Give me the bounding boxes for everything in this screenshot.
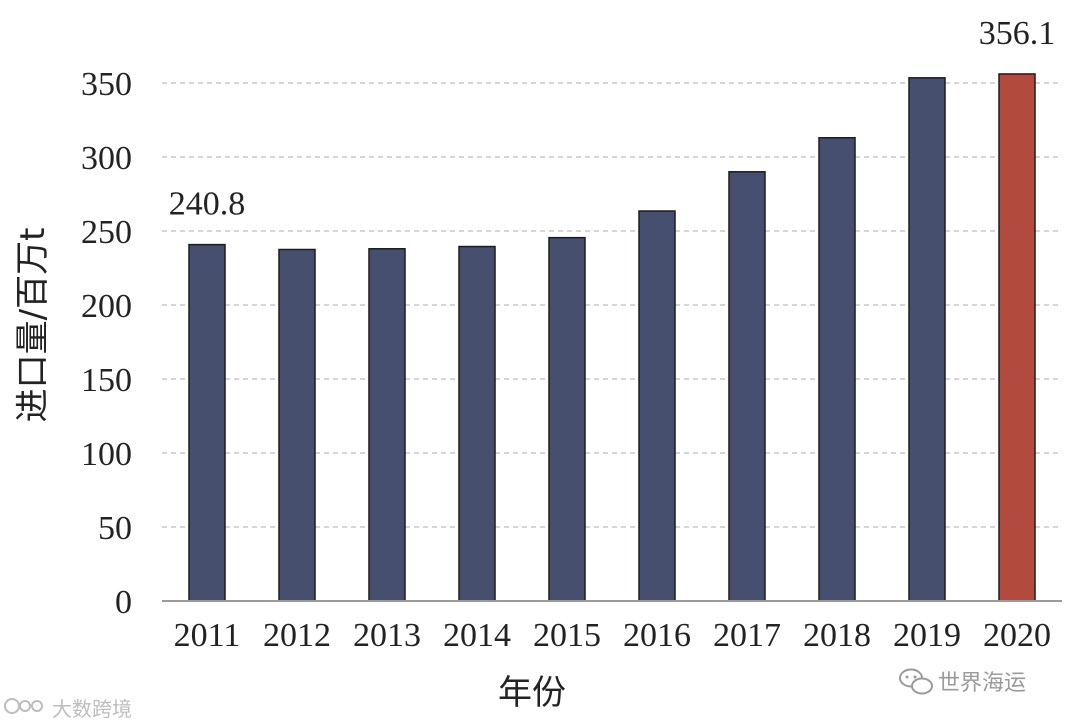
- y-tick-label: 0: [115, 584, 132, 621]
- bar-2017: [728, 171, 766, 602]
- y-tick-label: 250: [81, 214, 132, 251]
- bar-2011: [188, 243, 226, 602]
- data-labels: 240.8 356.1: [169, 15, 1056, 223]
- x-tick-label: 2012: [263, 617, 331, 654]
- bar-2018: [818, 137, 856, 602]
- y-tick-label: 50: [98, 510, 132, 547]
- x-tick-label: 2020: [983, 617, 1051, 654]
- watermark-left-text: 大数跨境: [52, 697, 132, 721]
- x-axis-title: 年份: [498, 673, 566, 713]
- x-tick-label: 2019: [893, 617, 961, 654]
- y-axis-title: 进口量/百万t: [13, 228, 53, 423]
- x-tick-label: 2017: [713, 617, 781, 654]
- y-tick-label: 100: [81, 436, 132, 473]
- bar-2014: [458, 245, 496, 602]
- x-tick-label: 2018: [803, 617, 871, 654]
- x-tick-label: 2013: [353, 617, 421, 654]
- watermark-right: 世界海运: [899, 668, 1026, 696]
- bar-2016: [638, 210, 676, 602]
- watermark-right-text: 世界海运: [938, 671, 1026, 696]
- bar-2012: [278, 248, 316, 602]
- x-tick-label: 2016: [623, 617, 691, 654]
- x-tick-label: 2011: [174, 617, 241, 654]
- y-tick-label: 350: [81, 66, 132, 103]
- bar-2015: [548, 236, 586, 602]
- data-label-2020: 356.1: [979, 15, 1056, 52]
- y-tick-label: 150: [81, 362, 132, 399]
- y-tick-label: 200: [81, 288, 132, 325]
- watermark-left: 大数跨境: [4, 697, 132, 721]
- bar-2013: [368, 248, 406, 602]
- x-tick-label: 2015: [533, 617, 601, 654]
- bar-2019: [908, 77, 946, 602]
- y-tick-labels: 0 50 100 150 200 250 300 350: [81, 66, 132, 621]
- y-tick-label: 300: [81, 140, 132, 177]
- x-tick-labels: 2011 2012 2013 2014 2015 2016 2017 2018 2019 2020: [174, 617, 1051, 654]
- wechat-icon: [899, 668, 933, 695]
- x-tick-label: 2014: [443, 617, 511, 654]
- bar-2020: [998, 73, 1036, 602]
- brand-logo-icon: [4, 698, 43, 714]
- data-label-2011: 240.8: [169, 186, 246, 223]
- bars: [188, 73, 1036, 602]
